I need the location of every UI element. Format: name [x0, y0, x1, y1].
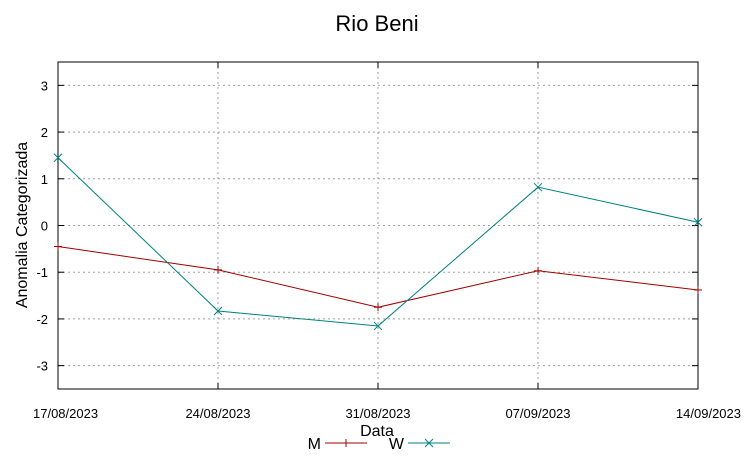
x-axis-label: Data [360, 423, 394, 440]
y-tick-label: 3 [41, 78, 48, 93]
data-point-M [694, 285, 702, 294]
data-point-W [53, 153, 63, 163]
legend-label-W: W [389, 436, 405, 453]
data-point-W [693, 217, 703, 227]
x-axis: 17/08/2023 24/08/2023 31/08/2023 07/09/2023… [33, 62, 741, 421]
data-point-M [374, 303, 382, 312]
x-tick-label: 31/08/2023 [345, 406, 410, 421]
grid-lines [58, 62, 698, 389]
data-point-W [373, 321, 383, 331]
data-point-W [533, 182, 543, 192]
chart-title: Rio Beni [335, 11, 418, 36]
x-tick-label: 24/08/2023 [185, 406, 250, 421]
data-point-M [54, 242, 62, 251]
legend-swatch-M [325, 439, 367, 447]
x-tick-label: 07/09/2023 [505, 406, 570, 421]
y-tick-label: 1 [41, 172, 48, 187]
y-tick-label: 0 [41, 219, 48, 234]
y-tick-label: -2 [36, 312, 48, 327]
y-tick-label: -3 [36, 359, 48, 374]
series-group [53, 153, 703, 331]
y-tick-label: -1 [36, 265, 48, 280]
legend-label-M: M [308, 436, 321, 453]
data-point-M [534, 266, 542, 275]
y-axis-label: Anomalia Categorizada [14, 142, 31, 308]
x-tick-label: 14/09/2023 [676, 406, 741, 421]
y-tick-label: 2 [41, 125, 48, 140]
x-tick-label: 17/08/2023 [33, 406, 98, 421]
data-point-W [213, 306, 223, 316]
y-axis: -3 -2 -1 0 1 2 3 [36, 78, 698, 374]
legend-swatch-W [408, 438, 450, 448]
data-point-M [214, 265, 222, 274]
